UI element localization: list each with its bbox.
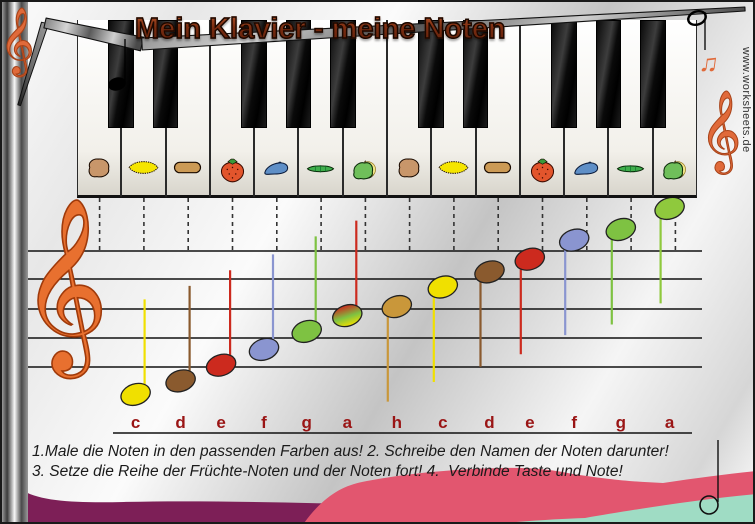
svg-text:d: d [484,413,494,432]
svg-text:h: h [392,413,402,432]
svg-text:g: g [302,413,312,432]
svg-text:d: d [175,413,185,432]
svg-text:c: c [438,413,447,432]
svg-text:a: a [665,413,675,432]
svg-text:e: e [525,413,534,432]
svg-text:a: a [343,413,353,432]
svg-text:g: g [616,413,626,432]
svg-text:f: f [261,413,267,432]
svg-text:f: f [571,413,577,432]
svg-text:c: c [131,413,140,432]
svg-text:e: e [216,413,225,432]
